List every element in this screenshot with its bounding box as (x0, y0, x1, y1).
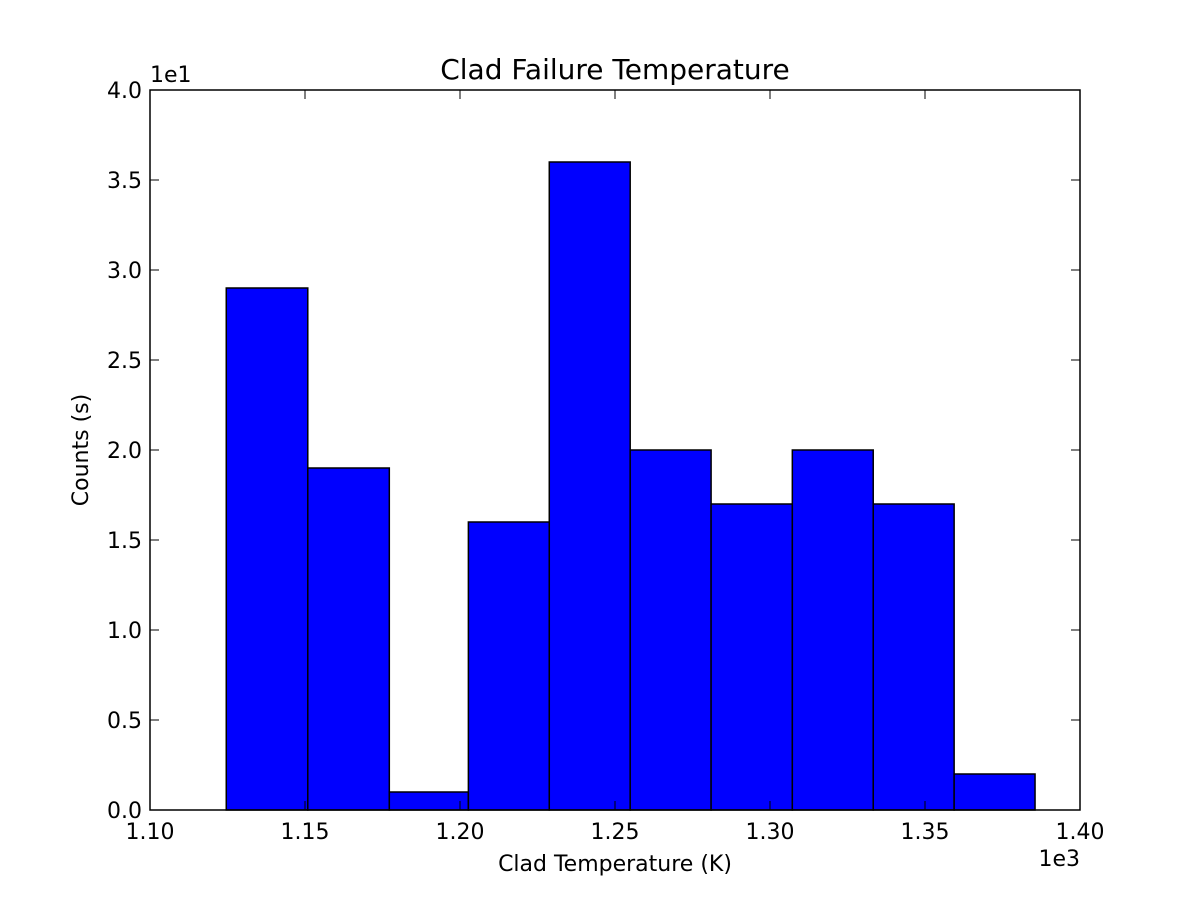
x-tick-label: 1.15 (281, 820, 330, 845)
histogram-bar-8 (791, 449, 874, 811)
x-tick-label: 1.20 (436, 820, 485, 845)
histogram-bar-7 (710, 503, 794, 811)
histogram-bar-9 (872, 503, 955, 811)
histogram-bar-3 (388, 791, 470, 811)
histogram-bar-6 (629, 449, 712, 811)
x-axis-label: Clad Temperature (K) (498, 852, 732, 877)
ticks-layer: 1.10 1.15 1.20 1.25 1.30 1.35 1.40 0.0 0.5 1.0 1.5… (107, 79, 1104, 845)
x-tick-label: 1.40 (1056, 820, 1105, 845)
bars-layer (225, 161, 1036, 811)
y-tick-label: 2.0 (107, 439, 142, 464)
y-tick-label: 2.5 (107, 349, 142, 374)
y-tick-label: 3.0 (107, 259, 142, 284)
plot-frame (149, 89, 1081, 811)
histogram-bar-10 (953, 773, 1036, 811)
chart-title: Clad Failure Temperature (440, 53, 790, 86)
x-tick-label: 1.10 (126, 820, 175, 845)
y-tick-label: 3.5 (107, 169, 142, 194)
histogram-bar-4 (467, 521, 551, 811)
y-axis-offset-label: 1e1 (150, 63, 192, 88)
y-tick-label: 1.5 (107, 529, 142, 554)
y-axis-label: Counts (s) (69, 394, 94, 506)
histogram-bar-5 (548, 161, 631, 811)
x-tick-label: 1.35 (901, 820, 950, 845)
histogram-bar-2 (307, 467, 391, 811)
y-tick-label: 0.0 (107, 799, 142, 824)
x-tick-label: 1.25 (591, 820, 640, 845)
x-tick-label: 1.30 (746, 820, 795, 845)
x-axis-offset-label: 1e3 (1038, 847, 1080, 872)
histogram-bar-1 (225, 287, 309, 811)
y-tick-label: 4.0 (107, 79, 142, 104)
y-tick-label: 1.0 (107, 619, 142, 644)
y-tick-label: 0.5 (107, 709, 142, 734)
